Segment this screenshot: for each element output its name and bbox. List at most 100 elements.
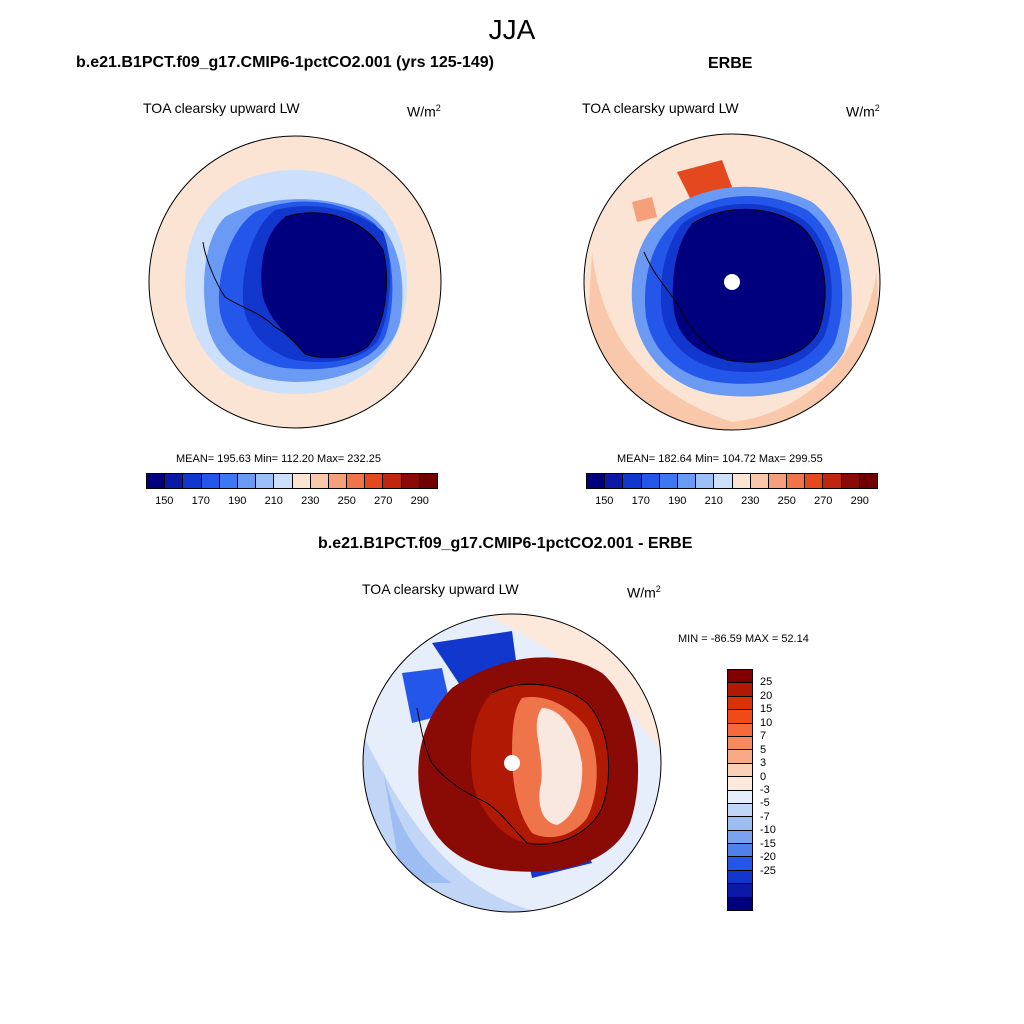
diff-units-label: W/m2 bbox=[627, 584, 661, 601]
model-colorbar-swatch bbox=[256, 474, 275, 488]
obs-colorbar-swatch bbox=[805, 474, 824, 488]
diff-colorbar-tick-label: 3 bbox=[760, 757, 767, 770]
model-colorbar-tick-label: 190 bbox=[228, 495, 247, 507]
model-panel-title: b.e21.B1PCT.f09_g17.CMIP6-1pctCO2.001 (y… bbox=[76, 54, 494, 71]
obs-polar-map bbox=[583, 133, 881, 431]
model-colorbar-tick-label: 170 bbox=[191, 495, 210, 507]
model-colorbar-swatch bbox=[383, 474, 402, 488]
diff-variable-label: TOA clearsky upward LW bbox=[362, 581, 519, 597]
model-colorbar-tick-label: 270 bbox=[374, 495, 393, 507]
diff-colorbar bbox=[727, 669, 753, 911]
obs-colorbar-tick-label: 150 bbox=[595, 495, 614, 507]
obs-colorbar-swatch bbox=[714, 474, 733, 488]
diff-colorbar-swatch bbox=[728, 790, 752, 804]
diff-colorbar-tick-label: -20 bbox=[760, 851, 776, 864]
diff-colorbar-swatch bbox=[728, 897, 752, 911]
diff-colorbar-tick-label: 7 bbox=[760, 730, 767, 743]
obs-colorbar-tick-label: 170 bbox=[631, 495, 650, 507]
model-colorbar-swatch bbox=[237, 474, 257, 488]
diff-colorbar-tick-label: 10 bbox=[760, 716, 773, 729]
obs-stats: MEAN= 182.64 Min= 104.72 Max= 299.55 bbox=[617, 453, 823, 465]
diff-colorbar-ticks: 25 20 15 10 7 5 3 0 -3 -5 -7 -10 -15 -20 -25 bbox=[760, 669, 800, 911]
model-colorbar-swatch bbox=[165, 474, 184, 488]
model-colorbar-swatch bbox=[274, 474, 293, 488]
diff-colorbar-tick-label: -7 bbox=[760, 810, 770, 823]
model-colorbar-tick-label: 230 bbox=[301, 495, 320, 507]
obs-colorbar-tick-label: 250 bbox=[777, 495, 796, 507]
model-colorbar-swatch bbox=[419, 474, 437, 488]
model-colorbar-tick-label: 150 bbox=[155, 495, 174, 507]
model-colorbar-swatch bbox=[201, 474, 220, 488]
model-stats: MEAN= 195.63 Min= 112.20 Max= 232.25 bbox=[176, 453, 381, 465]
diff-colorbar-tick-label: -25 bbox=[760, 864, 776, 877]
model-colorbar-swatch bbox=[328, 474, 348, 488]
diff-colorbar-tick-label: 25 bbox=[760, 676, 773, 689]
diff-colorbar-swatch bbox=[728, 870, 752, 885]
diff-stats: MIN = -86.59 MAX = 52.14 bbox=[678, 633, 809, 645]
diff-colorbar-tick-label: -5 bbox=[760, 797, 770, 810]
obs-colorbar-swatch bbox=[605, 474, 624, 488]
diff-colorbar-tick-label: 15 bbox=[760, 703, 773, 716]
obs-variable-label: TOA clearsky upward LW bbox=[582, 100, 739, 116]
diff-colorbar-swatch bbox=[728, 710, 752, 724]
obs-colorbar bbox=[586, 473, 878, 489]
model-colorbar-swatch bbox=[401, 474, 420, 488]
obs-colorbar-tick-label: 210 bbox=[704, 495, 723, 507]
diff-colorbar-swatch bbox=[728, 763, 752, 778]
obs-colorbar-swatch bbox=[841, 474, 860, 488]
obs-colorbar-tick-label: 190 bbox=[668, 495, 687, 507]
obs-colorbar-swatch bbox=[823, 474, 842, 488]
model-colorbar-swatch bbox=[147, 474, 166, 488]
obs-colorbar-swatch bbox=[787, 474, 806, 488]
model-colorbar bbox=[146, 473, 438, 489]
model-colorbar-tick-label: 210 bbox=[264, 495, 283, 507]
diff-colorbar-swatch bbox=[728, 696, 752, 711]
obs-colorbar-swatch bbox=[696, 474, 715, 488]
diff-colorbar-tick-label: -3 bbox=[760, 784, 770, 796]
model-colorbar-swatch bbox=[219, 474, 238, 488]
obs-colorbar-tick-label: 270 bbox=[814, 495, 833, 507]
obs-colorbar-swatch bbox=[768, 474, 788, 488]
diff-colorbar-swatch bbox=[728, 844, 752, 858]
diff-colorbar-tick-label: -10 bbox=[760, 824, 776, 837]
diff-colorbar-swatch bbox=[728, 803, 752, 818]
obs-units-label: W/m2 bbox=[846, 103, 880, 120]
diff-colorbar-tick-label: 20 bbox=[760, 689, 773, 702]
diff-panel-title: b.e21.B1PCT.f09_g17.CMIP6-1pctCO2.001 - … bbox=[318, 535, 693, 552]
obs-colorbar-tick-label: 290 bbox=[850, 495, 869, 507]
diff-colorbar-tick-label: 5 bbox=[760, 743, 767, 756]
model-colorbar-tick-label: 290 bbox=[410, 495, 429, 507]
diff-colorbar-swatch bbox=[728, 777, 752, 791]
diff-colorbar-swatch bbox=[728, 857, 752, 871]
diff-colorbar-tick-label: 0 bbox=[760, 770, 767, 783]
obs-panel-title: ERBE bbox=[708, 55, 753, 72]
obs-colorbar-swatch bbox=[659, 474, 678, 488]
model-polar-map bbox=[148, 135, 442, 429]
obs-colorbar-swatch bbox=[750, 474, 769, 488]
model-colorbar-swatch bbox=[347, 474, 366, 488]
diff-colorbar-tick-label: -15 bbox=[760, 837, 776, 850]
model-colorbar-swatch bbox=[365, 474, 384, 488]
model-colorbar-swatch bbox=[292, 474, 311, 488]
obs-colorbar-swatch bbox=[677, 474, 697, 488]
model-colorbar-tick-label: 250 bbox=[337, 495, 356, 507]
model-colorbar-ticks: 150 170 190 210 230 250 270 290 bbox=[146, 495, 438, 509]
diff-colorbar-swatch bbox=[728, 670, 752, 684]
model-colorbar-swatch bbox=[183, 474, 202, 488]
obs-colorbar-swatch bbox=[641, 474, 660, 488]
obs-colorbar-swatch bbox=[623, 474, 642, 488]
model-units-label: W/m2 bbox=[407, 103, 441, 120]
diff-colorbar-swatch bbox=[728, 830, 752, 845]
diff-colorbar-swatch bbox=[728, 884, 752, 898]
obs-colorbar-ticks: 150 170 190 210 230 250 270 290 bbox=[586, 495, 878, 509]
diff-colorbar-swatch bbox=[728, 817, 752, 831]
diff-colorbar-swatch bbox=[728, 683, 752, 697]
figure-title: JJA bbox=[488, 14, 536, 45]
diff-colorbar-swatch bbox=[728, 723, 752, 737]
obs-colorbar-tick-label: 230 bbox=[741, 495, 760, 507]
model-colorbar-swatch bbox=[310, 474, 329, 488]
diff-polar-map bbox=[362, 613, 662, 913]
obs-colorbar-swatch bbox=[732, 474, 751, 488]
obs-colorbar-swatch bbox=[587, 474, 606, 488]
diff-colorbar-swatch bbox=[728, 750, 752, 764]
